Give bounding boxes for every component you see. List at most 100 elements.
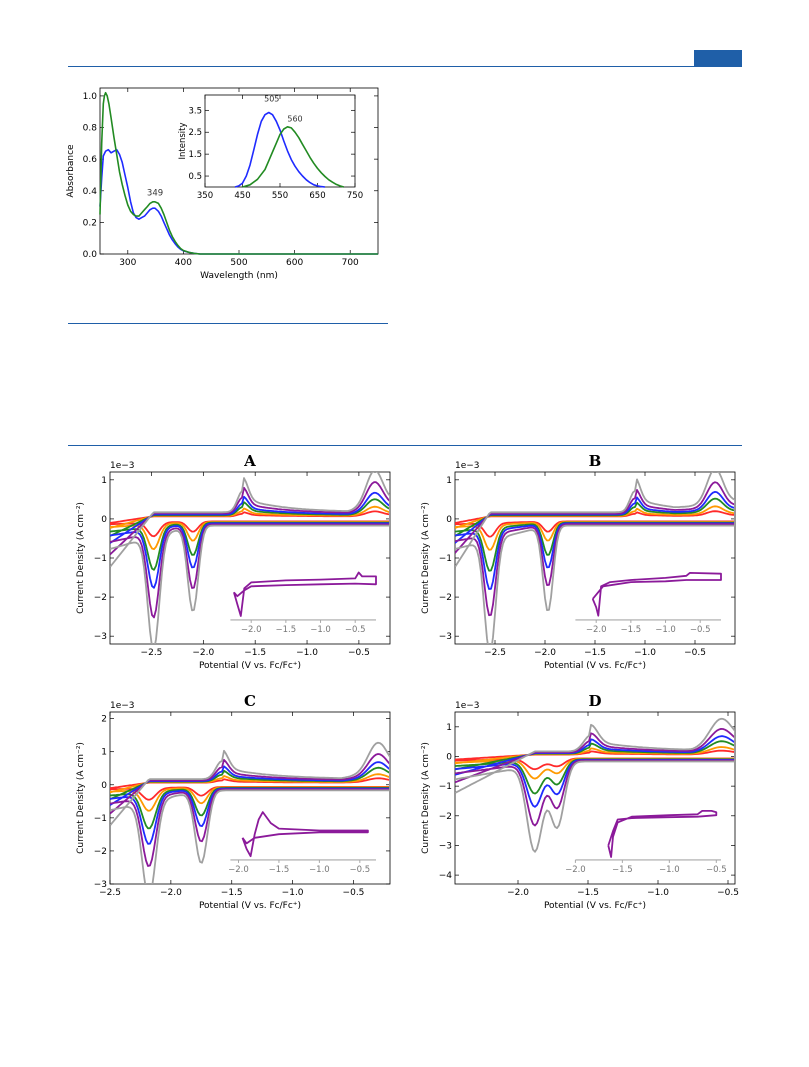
x-tick-label: −2.0 [160, 888, 182, 898]
x-tick-label: −1.5 [221, 888, 243, 898]
cv-trace-blue [110, 491, 390, 589]
x-tick-label: −0.5 [343, 888, 365, 898]
x-tick-label: 650 [309, 191, 325, 201]
cv-trace-green [110, 498, 390, 571]
inset-tick-label: −2.0 [228, 865, 249, 875]
header-badge [694, 50, 742, 66]
inset-tick-label: −2.0 [565, 865, 586, 875]
panel-title-C: C [244, 692, 256, 710]
cv-panel-d: D −2.0 −1.5 −1.0 −0.5 −4 −3 −2 −1 0 1 1e−3 −2.0 −1.5 −… [421, 692, 739, 911]
inset-tick-label: −2.0 [241, 625, 262, 635]
x-tick-label: −1.0 [634, 648, 656, 658]
x-tick-label: −1.5 [577, 888, 599, 898]
y-tick-label: 2.5 [188, 128, 202, 138]
plot-frame [454, 711, 736, 885]
x-tick-label: −1.0 [296, 648, 318, 658]
y-tick-label: 0 [101, 781, 107, 791]
panel-title-B: B [589, 452, 602, 470]
cv-trace-grey [455, 717, 735, 853]
x-tick-label: −1.5 [244, 648, 266, 658]
cv-trace-purple [110, 753, 390, 867]
y-scale-label: 1e−3 [455, 461, 480, 471]
cv-trace-purple [455, 481, 735, 617]
emission-peak-annotation: 505 [264, 95, 279, 104]
section-rule-short [68, 323, 388, 324]
y-tick-label: 0.6 [83, 155, 98, 165]
inset-tick-label: −1.0 [659, 865, 680, 875]
cv-trace-purple [455, 728, 735, 827]
x-axis-label: Potential (V vs. Fc/Fc⁺) [544, 661, 646, 671]
x-tick-label: −2.5 [99, 888, 121, 898]
y-tick-label: −4 [439, 871, 453, 881]
inset-tick-label: −1.5 [269, 865, 290, 875]
emission-series-green [242, 125, 345, 188]
y-tick-label: −1 [439, 554, 452, 564]
x-tick-label: 750 [347, 191, 363, 201]
peak-annotation: 349 [147, 189, 163, 199]
y-tick-label: 3.5 [188, 106, 202, 116]
y-tick-label: −1 [94, 554, 107, 564]
x-tick-label: −2.0 [192, 648, 214, 658]
y-scale-label: 1e−3 [110, 701, 135, 711]
y-tick-label: 1 [446, 476, 452, 486]
x-tick-label: 600 [286, 258, 303, 268]
inset-trace [591, 572, 722, 617]
x-tick-label: 450 [234, 191, 250, 201]
y-axis-label: Current Density (A cm⁻²) [421, 742, 431, 854]
plot-frame [99, 87, 379, 255]
y-tick-label: 0 [446, 515, 452, 525]
cv-panel-c: C −2.5 −2.0 −1.5 −1.0 −0.5 −3 −2 −1 0 1 21e−3 −2.0 −1… [76, 692, 391, 911]
panel-title-A: A [243, 452, 256, 470]
absorbance-figure: 300 400 500 600 700 0.0 0.2 0.4 0.6 0.8 1.0 349 Wave… [66, 87, 379, 281]
inset-tick-label: −2.0 [586, 625, 607, 635]
y-tick-label: −1 [439, 782, 452, 792]
y-tick-label: 0.4 [83, 187, 98, 197]
header-rule [68, 66, 742, 67]
x-axis-label: Potential (V vs. Fc/Fc⁺) [199, 661, 301, 671]
absorbance-series-blue [99, 148, 378, 255]
cv-trace-grey [455, 472, 735, 644]
y-tick-label: 1.0 [83, 92, 98, 102]
cv-trace-grey [110, 472, 390, 644]
x-tick-label: 700 [342, 258, 359, 268]
y-scale-label: 1e−3 [455, 701, 480, 711]
x-tick-label: −1.0 [282, 888, 304, 898]
x-tick-label: −0.5 [717, 888, 739, 898]
y-tick-label: 1 [446, 723, 452, 733]
y-tick-label: 0 [101, 515, 107, 525]
y-tick-label: −3 [94, 880, 107, 890]
y-tick-label: 0.5 [188, 172, 202, 182]
y-axis-label: Absorbance [66, 144, 76, 198]
inset-tick-label: −0.5 [345, 625, 366, 635]
inset-trace [241, 811, 369, 858]
cv-trace-grey [110, 741, 390, 884]
cv-traces-D [455, 717, 735, 853]
x-tick-label: 400 [175, 258, 192, 268]
inset-y-axis-label: Intensity [178, 123, 188, 160]
x-tick-label: −2.0 [534, 648, 556, 658]
inset-tick-label: −1.0 [310, 625, 331, 635]
y-tick-label: 0.2 [83, 218, 97, 228]
inset-tick-label: −0.5 [690, 625, 711, 635]
y-tick-label: −2 [439, 812, 452, 822]
y-axis-label: Current Density (A cm⁻²) [421, 502, 431, 614]
x-axis-label: Potential (V vs. Fc/Fc⁺) [199, 901, 301, 911]
y-tick-label: 2 [101, 715, 107, 725]
x-tick-label: 550 [272, 191, 288, 201]
y-tick-label: 0.0 [83, 250, 98, 260]
inset-tick-label: −1.0 [655, 625, 676, 635]
y-tick-label: −3 [439, 841, 452, 851]
inset-trace [233, 571, 377, 617]
absorbance-series-green [99, 91, 378, 255]
inset-tick-label: −1.0 [309, 865, 330, 875]
x-tick-label: −1.0 [647, 888, 669, 898]
cv-traces-B [455, 472, 735, 644]
y-axis-label: Current Density (A cm⁻²) [76, 502, 86, 614]
y-tick-label: −3 [94, 632, 107, 642]
section-rule-long [68, 445, 742, 446]
x-tick-label: 300 [119, 258, 136, 268]
y-tick-label: 0.8 [83, 124, 98, 134]
y-scale-label: 1e−3 [110, 461, 135, 471]
emission-peak-annotation: 560 [287, 114, 302, 123]
inset-tick-label: −1.5 [621, 625, 642, 635]
